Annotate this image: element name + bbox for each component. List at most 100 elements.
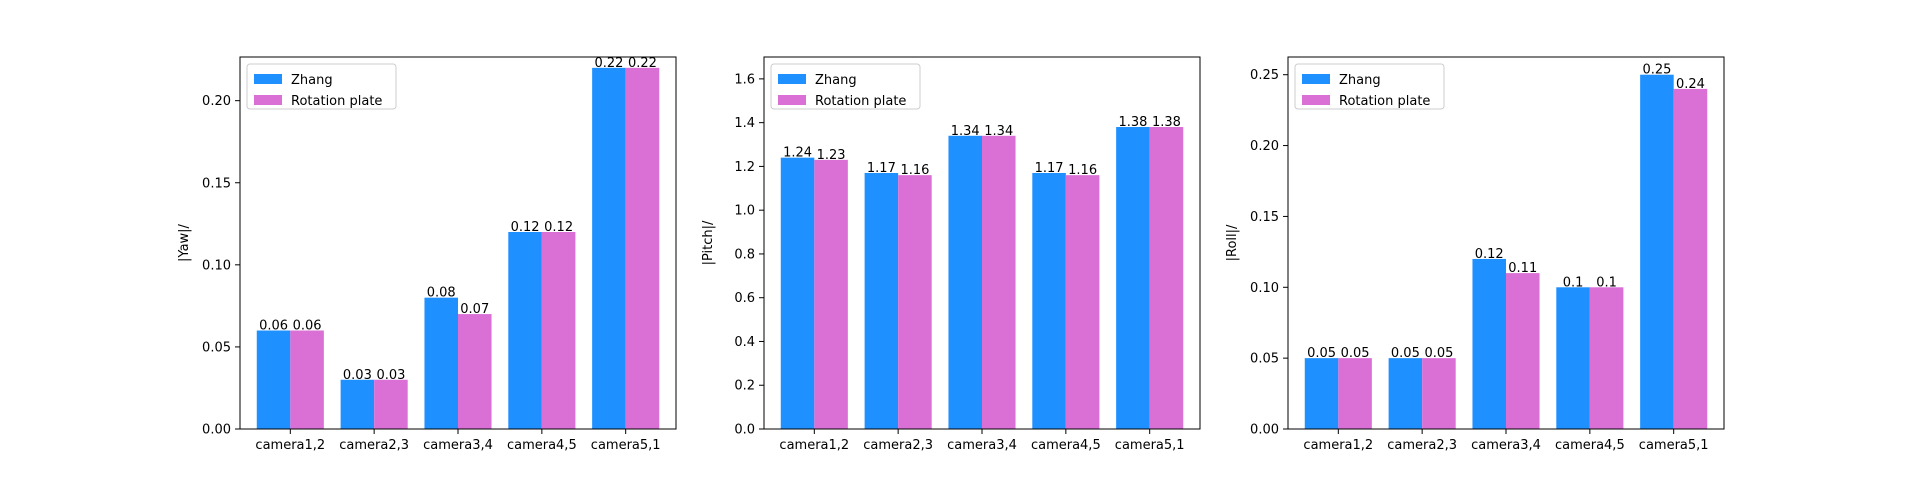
y-tick-label: 0.10 — [202, 258, 231, 273]
y-tick-label: 0.0 — [734, 423, 755, 438]
legend-swatch-rotation-plate — [1302, 95, 1330, 105]
y-axis-label: |Roll|/ — [1225, 224, 1240, 261]
x-tick-label: camera1,2 — [1303, 438, 1373, 453]
y-tick-label: 1.4 — [734, 116, 755, 131]
bar-rotation-plate-3 — [458, 314, 492, 429]
y-tick-label: 0.8 — [734, 247, 755, 262]
bar-rotation-plate-3 — [982, 135, 1016, 429]
legend-label-zhang: Zhang — [815, 73, 857, 88]
x-tick-label: camera5,1 — [1639, 438, 1709, 453]
data-label: 0.25 — [1642, 63, 1671, 78]
legend-swatch-rotation-plate — [254, 95, 282, 105]
bar-rotation-plate-2 — [898, 175, 932, 429]
y-tick-label: 1.6 — [734, 72, 755, 87]
data-label: 1.34 — [951, 124, 980, 139]
legend-box — [246, 63, 397, 110]
bar-rotation-plate-1 — [290, 330, 324, 429]
data-label: 1.34 — [984, 124, 1013, 139]
bar-rotation-plate-4 — [541, 232, 576, 429]
data-label: 0.12 — [544, 220, 573, 235]
y-tick-label: 0.00 — [202, 423, 231, 438]
legend: Zhang Rotation plate — [246, 63, 397, 110]
bar-rotation-plate-2 — [374, 379, 408, 429]
data-label: 0.08 — [427, 286, 456, 301]
bar-zhang-5 — [592, 67, 626, 429]
x-tick-label: camera3,4 — [1471, 438, 1541, 453]
data-label: 0.05 — [1424, 346, 1453, 361]
data-label: 0.05 — [1307, 346, 1336, 361]
legend-swatch-zhang — [778, 74, 806, 84]
y-axis-label: |Pitch|/ — [701, 220, 716, 265]
data-label: 1.17 — [1035, 161, 1064, 176]
legend-swatch-rotation-plate — [778, 95, 806, 105]
data-label: 0.12 — [511, 220, 540, 235]
data-label: 1.16 — [1068, 163, 1097, 178]
y-tick-label: 0.05 — [202, 340, 231, 355]
bar-zhang-3 — [948, 135, 982, 429]
y-tick-label: 0.20 — [1250, 139, 1279, 154]
y-tick-label: 0.05 — [1250, 352, 1279, 367]
y-tick-label: 0.15 — [1250, 210, 1279, 225]
bar-zhang-5 — [1116, 127, 1150, 430]
bar-zhang-2 — [340, 379, 375, 429]
data-label: 0.07 — [460, 302, 489, 317]
x-tick-label: camera2,3 — [339, 438, 409, 453]
y-tick-label: 0.10 — [1250, 281, 1279, 296]
bar-zhang-1 — [780, 157, 815, 429]
legend-label-rotation-plate: Rotation plate — [1339, 94, 1430, 109]
x-tick-label: camera4,5 — [1555, 438, 1625, 453]
bar-zhang-1 — [1304, 358, 1339, 429]
data-label: 1.16 — [900, 163, 929, 178]
data-label: 0.06 — [259, 319, 288, 334]
bar-rotation-plate-2 — [1422, 358, 1456, 429]
y-tick-label: 0.6 — [734, 291, 755, 306]
legend-label-rotation-plate: Rotation plate — [291, 94, 382, 109]
x-tick-label: camera1,2 — [779, 438, 849, 453]
bar-zhang-4 — [1032, 172, 1066, 430]
x-tick-label: camera5,1 — [1115, 438, 1185, 453]
data-label: 0.11 — [1508, 261, 1537, 276]
legend-box — [770, 63, 921, 110]
data-label: 0.06 — [293, 319, 322, 334]
data-label: 0.22 — [628, 56, 657, 71]
y-tick-label: 1.0 — [734, 204, 755, 219]
bar-rotation-plate-5 — [1149, 127, 1184, 430]
bar-rotation-plate-3 — [1506, 273, 1540, 429]
y-tick-label: 1.2 — [734, 160, 755, 175]
x-tick-label: camera2,3 — [1387, 438, 1457, 453]
y-tick-label: 0.25 — [1250, 68, 1279, 83]
data-label: 0.03 — [343, 368, 372, 383]
y-axis-label: |Yaw|/ — [177, 223, 192, 262]
x-tick-label: camera4,5 — [1031, 438, 1101, 453]
data-label: 0.1 — [1563, 275, 1584, 290]
bar-zhang-1 — [256, 330, 291, 429]
y-tick-label: 0.15 — [202, 176, 231, 191]
y-tick-label: 0.20 — [202, 94, 231, 109]
bar-rotation-plate-5 — [1673, 88, 1708, 429]
data-label: 0.05 — [1341, 346, 1370, 361]
bar-zhang-4 — [1556, 287, 1590, 429]
data-label: 1.24 — [783, 146, 812, 161]
legend-label-zhang: Zhang — [1339, 73, 1381, 88]
x-tick-label: camera5,1 — [591, 438, 661, 453]
bar-rotation-plate-5 — [625, 67, 660, 429]
y-tick-label: 0.2 — [734, 379, 755, 394]
x-tick-label: camera3,4 — [947, 438, 1017, 453]
legend-swatch-zhang — [254, 74, 282, 84]
bar-zhang-5 — [1640, 74, 1674, 430]
data-label: 1.17 — [867, 161, 896, 176]
bar-zhang-3 — [424, 297, 458, 429]
y-tick-label: 0.4 — [734, 335, 755, 350]
x-tick-label: camera4,5 — [507, 438, 577, 453]
chart-panel-2: 1.24 1.17 1.34 1.17 1.38 1.23 1.16 1.34 1.16 1.38… — [701, 56, 1201, 453]
chart-panel-1: 0.06 0.03 0.08 0.12 0.22 0.06 0.03 0.07 0.12 0.22… — [177, 56, 677, 453]
legend: Zhang Rotation plate — [1294, 63, 1445, 110]
data-label: 1.38 — [1152, 115, 1181, 130]
data-label: 0.22 — [594, 56, 623, 71]
data-label: 1.38 — [1118, 115, 1147, 130]
bar-zhang-2 — [1388, 358, 1423, 429]
legend-label-rotation-plate: Rotation plate — [815, 94, 906, 109]
bar-rotation-plate-4 — [1065, 175, 1100, 429]
data-label: 0.05 — [1391, 346, 1420, 361]
